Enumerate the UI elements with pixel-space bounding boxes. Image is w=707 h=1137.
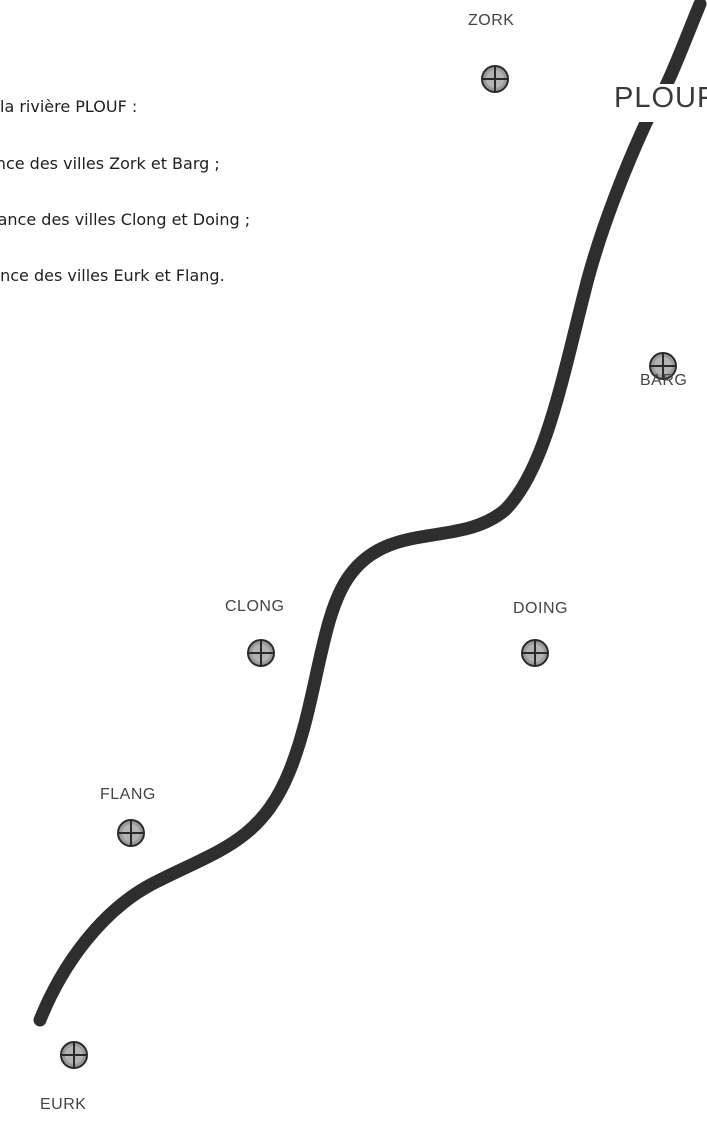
city-marker-eurk: [60, 1041, 88, 1069]
instruction-line: la rivière PLOUF :: [0, 97, 138, 116]
city-label-barg: BARG: [640, 372, 688, 389]
instructions-text: la rivière PLOUF : ance des villes Zork …: [0, 0, 346, 320]
river-plouf: [33, 0, 707, 1027]
city-marker-zork: [481, 65, 509, 93]
instruction-line: ance des villes Zork et Barg ;: [0, 154, 220, 173]
city-marker-flang: [117, 819, 145, 847]
city-label-eurk: EURK: [40, 1096, 87, 1113]
instruction-line: tance des villes Eurk et Flang.: [0, 266, 225, 285]
river-label: PLOUF: [614, 82, 707, 114]
city-marker-doing: [521, 639, 549, 667]
city-marker-clong: [247, 639, 275, 667]
city-label-clong: CLONG: [225, 598, 285, 615]
river-label-backdrop: [602, 84, 706, 122]
instruction-line: stance des villes Clong et Doing ;: [0, 210, 251, 229]
city-label-zork: ZORK: [468, 12, 515, 29]
city-label-doing: DOING: [513, 600, 568, 617]
city-label-flang: FLANG: [100, 786, 156, 803]
